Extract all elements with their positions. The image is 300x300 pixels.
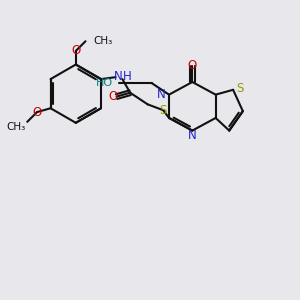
Text: O: O xyxy=(108,90,117,103)
Text: CH₃: CH₃ xyxy=(6,122,25,132)
Text: S: S xyxy=(160,104,167,117)
Text: O: O xyxy=(32,106,42,118)
Text: N: N xyxy=(157,88,166,101)
Text: S: S xyxy=(236,82,244,95)
Text: HO: HO xyxy=(96,78,113,88)
Text: CH₃: CH₃ xyxy=(93,36,112,46)
Text: H: H xyxy=(123,70,132,83)
Text: N: N xyxy=(114,70,123,83)
Text: O: O xyxy=(71,44,80,57)
Text: N: N xyxy=(188,129,197,142)
Text: O: O xyxy=(188,59,197,72)
